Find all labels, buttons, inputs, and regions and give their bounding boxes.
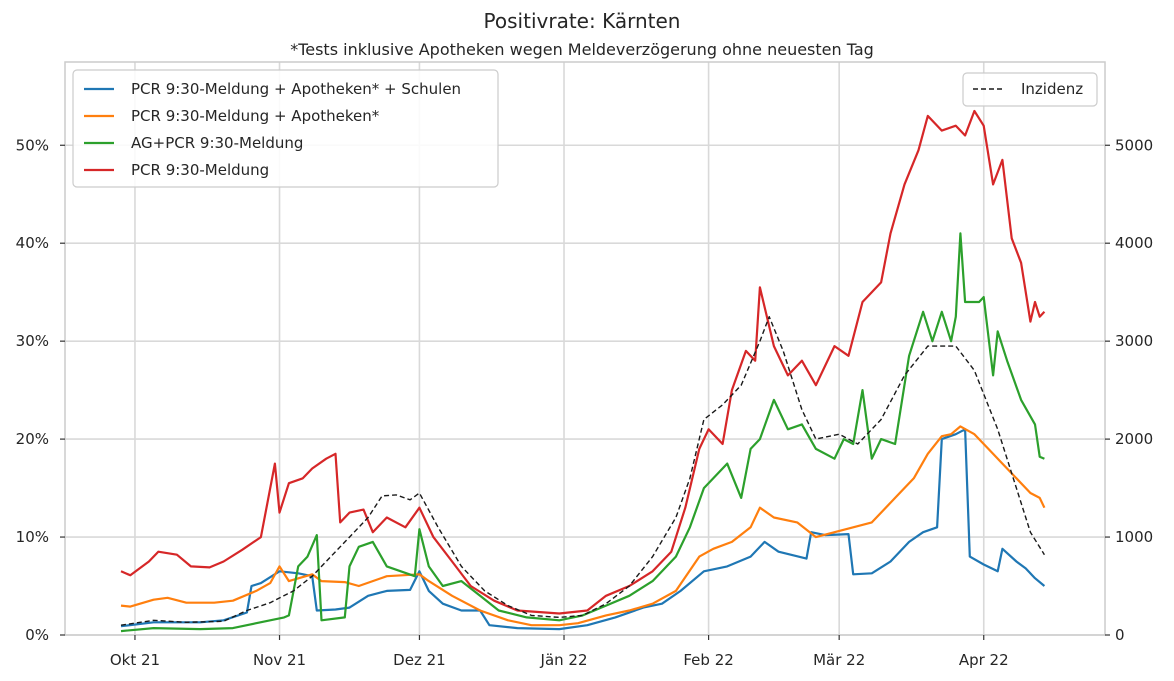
x-tick-label: Okt 21 (110, 651, 160, 669)
x-tick-label: Nov 21 (253, 651, 306, 669)
chart-subtitle: *Tests inklusive Apotheken wegen Meldeve… (290, 40, 874, 59)
x-tick-label: Feb 22 (683, 651, 733, 669)
plot-frame (64, 61, 1106, 636)
legend-label: PCR 9:30-Meldung (131, 161, 269, 179)
y-left-tick-label: 20% (16, 430, 49, 448)
x-tick-label: Jän 22 (540, 651, 588, 669)
series-line-2 (120, 425, 1046, 627)
legend-right-box (962, 72, 1098, 107)
x-tick-label: Dez 21 (393, 651, 446, 669)
y-right-tick-label: 1000 (1115, 528, 1153, 546)
y-left-tick-label: 50% (16, 136, 49, 154)
legend-left: PCR 9:30-Meldung + Apotheken* + Schulen P… (72, 69, 499, 188)
series-line-5 (120, 316, 1045, 626)
series-line-4 (120, 109, 1046, 615)
legend-label: PCR 9:30-Meldung + Apotheken* (131, 107, 380, 125)
legend-right: Inzidenz (962, 72, 1098, 107)
series-layer (120, 109, 1046, 633)
legend-label: Inzidenz (1021, 80, 1083, 98)
y-right-tick-label: 0 (1115, 626, 1125, 644)
legend-label: PCR 9:30-Meldung + Apotheken* + Schulen (131, 80, 461, 98)
legend-label: AG+PCR 9:30-Meldung (131, 134, 303, 152)
chart-title: Positivrate: Kärnten (484, 9, 681, 33)
legend-left-box (72, 69, 499, 188)
y-left-tick-label: 30% (16, 332, 49, 350)
y-right-tick-label: 2000 (1115, 430, 1153, 448)
y-right-tick-label: 5000 (1115, 136, 1153, 154)
series-line-1 (120, 428, 1046, 631)
y-left-tick-label: 10% (16, 528, 49, 546)
x-tick-label: Apr 22 (959, 651, 1009, 669)
axis-layer: Okt 21 Nov 21 Dez 21 Jän 22 Feb 22 Mär 22 Apr … (16, 136, 1154, 669)
y-right-tick-label: 4000 (1115, 234, 1153, 252)
x-tick-label: Mär 22 (813, 651, 865, 669)
y-right-tick-label: 3000 (1115, 332, 1153, 350)
y-left-tick-label: 0% (25, 626, 49, 644)
series-line-3 (120, 232, 1045, 633)
y-left-tick-label: 40% (16, 234, 49, 252)
